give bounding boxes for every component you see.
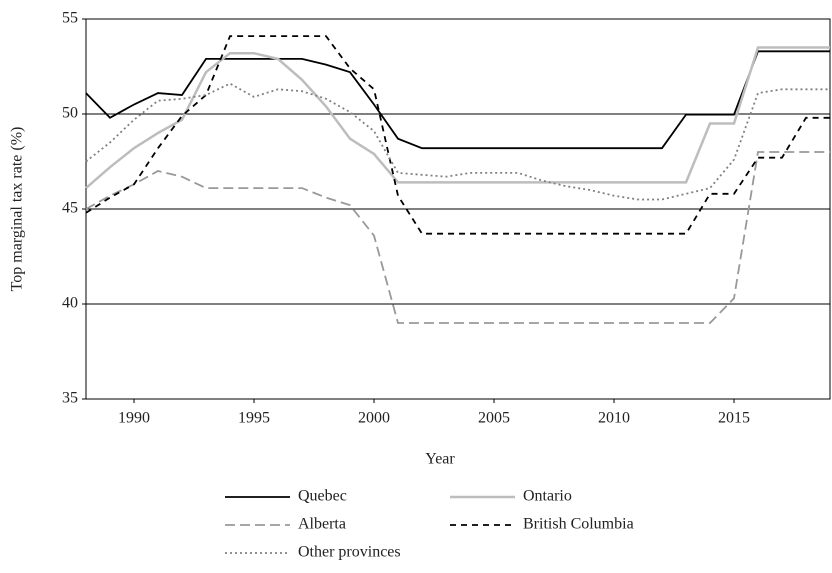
- legend-label: Other provinces: [298, 544, 401, 561]
- y-tick-label: 45: [62, 200, 78, 217]
- legend-label: Quebec: [298, 488, 347, 505]
- y-tick-label: 40: [62, 295, 78, 312]
- x-tick-label: 2010: [598, 410, 630, 427]
- series-line: [85, 50, 830, 150]
- series-line: [85, 151, 830, 324]
- legend-label: Ontario: [523, 488, 572, 505]
- y-tick-label: 55: [62, 10, 78, 27]
- legend-label: British Columbia: [523, 516, 634, 533]
- x-tick-label: 2015: [718, 410, 750, 427]
- series-line: [85, 46, 830, 190]
- series-line: [85, 35, 830, 235]
- y-tick-label: 50: [62, 105, 78, 122]
- x-tick-label: 2005: [478, 410, 510, 427]
- series-line: [85, 82, 830, 201]
- x-axis-label: Year: [425, 451, 455, 468]
- x-tick-label: 2000: [358, 410, 390, 427]
- y-axis-label: Top marginal tax rate (%): [9, 127, 26, 292]
- legend-label: Alberta: [298, 516, 346, 533]
- x-tick-label: 1990: [118, 410, 150, 427]
- x-tick-label: 1995: [238, 410, 270, 427]
- y-tick-label: 35: [62, 390, 78, 407]
